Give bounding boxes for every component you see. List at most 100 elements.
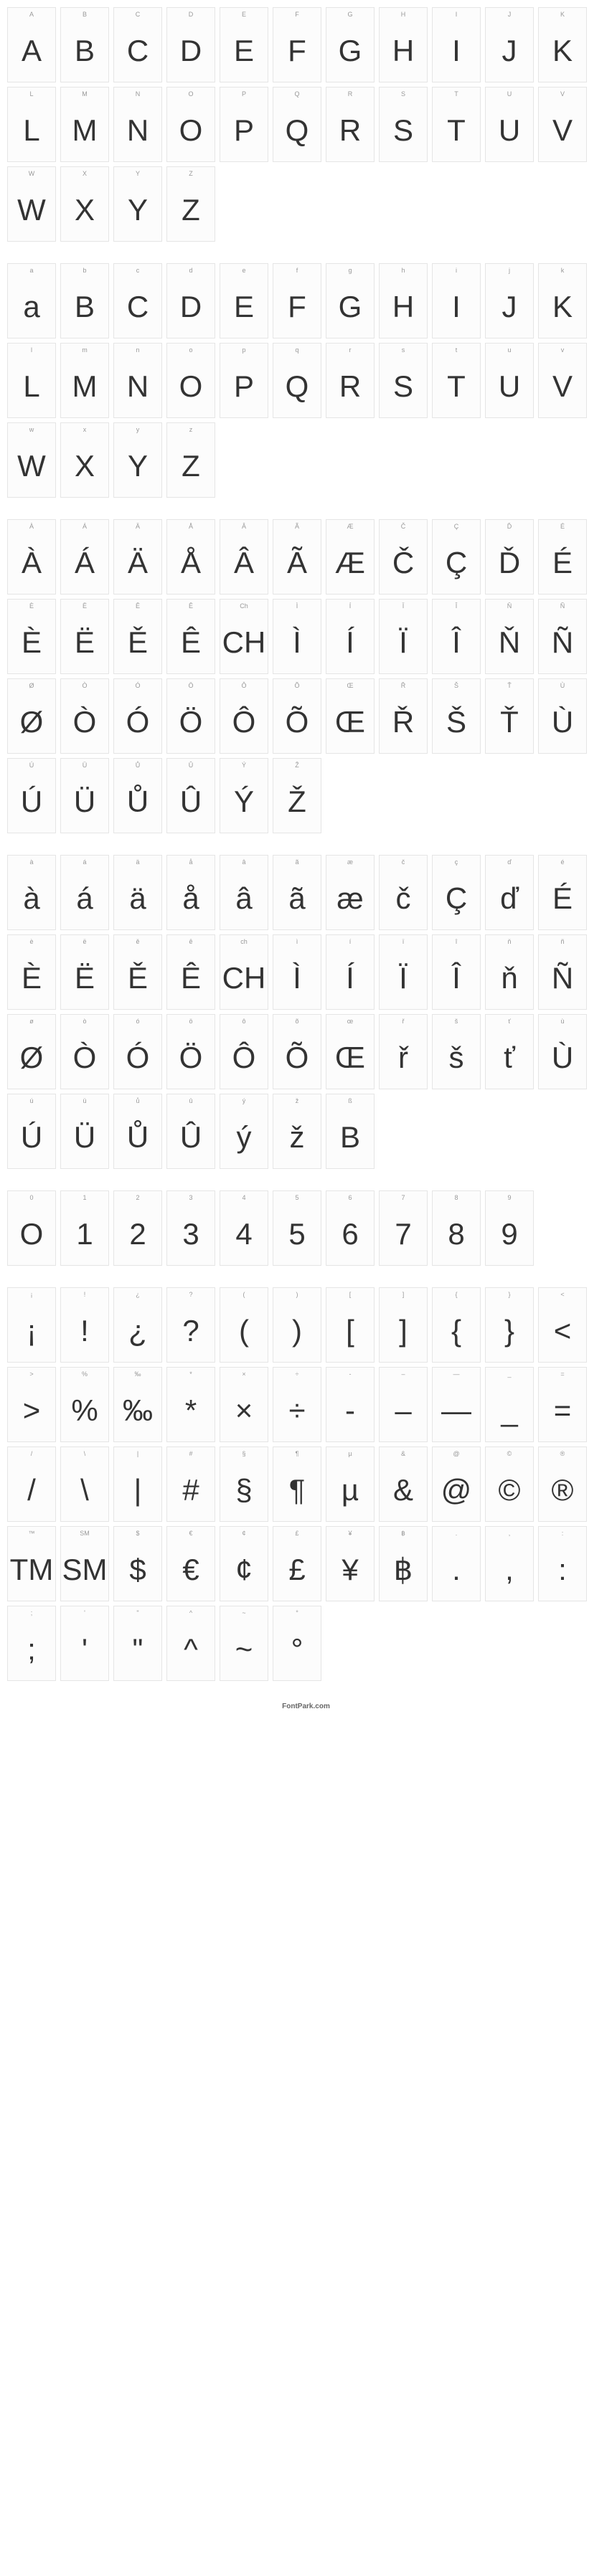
glyph-label: = [539,1368,586,1379]
glyph-label: a [8,264,55,275]
glyph-character: ฿ [380,1538,427,1601]
glyph-character: Ë [61,611,108,673]
glyph-label: _ [486,1368,533,1379]
glyph-cell: << [538,1287,587,1363]
glyph-cell: VV [538,87,587,162]
glyph-character: } [486,1299,533,1362]
glyph-label: P [220,87,268,99]
glyph-cell: jJ [485,263,534,338]
glyph-label: p [220,344,268,355]
glyph-character: - [326,1379,374,1441]
glyph-cell: == [538,1367,587,1442]
glyph-label: h [380,264,427,275]
glyph-label: ) [273,1288,321,1299]
glyph-character: à [8,867,55,929]
glyph-character: Ï [380,611,427,673]
glyph-cell: ?? [166,1287,215,1363]
glyph-label: SM [61,1527,108,1538]
glyph-label: e [220,264,268,275]
glyph-cell: aa [7,263,56,338]
glyph-label: ~ [220,1606,268,1618]
glyph-label: g [326,264,374,275]
glyph-character: Z [167,435,215,497]
glyph-character: Z [167,179,215,241]
glyph-character: Î [433,947,480,1009]
glyph-character: ¥ [326,1538,374,1601]
glyph-cell: :: [538,1526,587,1601]
glyph-cell: 0O [7,1190,56,1266]
glyph-character: È [8,611,55,673]
glyph-cell: xX [60,422,109,498]
glyph-cell: ChCH [220,599,268,674]
glyph-cell: $$ [113,1526,162,1601]
glyph-label: A [8,8,55,19]
glyph-label: N [114,87,161,99]
glyph-character: Ň [486,611,533,673]
glyph-character: × [220,1379,268,1441]
glyph-character: S [380,355,427,417]
glyph-character: Š [433,691,480,753]
glyph-character: Á [61,531,108,594]
glyph-label: é [539,856,586,867]
glyph-character: Œ [326,691,374,753]
glyph-cell: ßB [326,1094,375,1169]
glyph-character: C [114,19,161,82]
glyph-cell: @@ [432,1446,481,1522]
glyph-label: ™ [8,1527,55,1538]
glyph-cell: ™TM [7,1526,56,1601]
glyph-label: Ý [220,759,268,770]
glyph-cell: qQ [273,343,321,418]
glyph-label: À [8,520,55,531]
glyph-cell: (( [220,1287,268,1363]
glyph-character: E [220,275,268,338]
glyph-label: Õ [273,679,321,691]
glyph-character: O [8,1203,55,1265]
glyph-character: Ô [220,1026,268,1089]
glyph-label: Í [326,600,374,611]
glyph-cell: 88 [432,1190,481,1266]
section-digits: 0O112233445566778899 [7,1190,605,1266]
glyph-label: | [114,1447,161,1459]
glyph-character: P [220,99,268,161]
glyph-character: £ [273,1538,321,1601]
glyph-label: H [380,8,427,19]
glyph-cell: úÚ [7,1094,56,1169]
glyph-character: á [61,867,108,929]
glyph-label: š [433,1015,480,1026]
glyph-label: X [61,167,108,179]
glyph-label: Ì [273,600,321,611]
glyph-character: Č [380,531,427,594]
glyph-cell: ôÔ [220,1014,268,1089]
glyph-cell: eE [220,263,268,338]
glyph-label: } [486,1288,533,1299]
glyph-label: $ [114,1527,161,1538]
glyph-label: M [61,87,108,99]
glyph-label: á [61,856,108,867]
glyph-cell: CC [113,7,162,82]
glyph-character: O [167,355,215,417]
glyph-label: ® [539,1447,586,1459]
glyph-cell: ¢¢ [220,1526,268,1601]
glyph-character: I [433,275,480,338]
glyph-label: č [380,856,427,867]
glyph-cell: nN [113,343,162,418]
glyph-cell: àà [7,855,56,930]
glyph-character: / [8,1459,55,1521]
glyph-character: A [8,19,55,82]
glyph-character: Ç [433,531,480,594]
glyph-cell: ëË [60,934,109,1010]
glyph-character: < [539,1299,586,1362]
glyph-character: Ý [220,770,268,833]
glyph-cell: '' [60,1606,109,1681]
glyph-cell: )) [273,1287,321,1363]
glyph-character: J [486,275,533,338]
glyph-character: { [433,1299,480,1362]
glyph-character: ä [114,867,161,929]
glyph-character: B [326,1106,374,1168]
glyph-cell: >> [7,1367,56,1442]
glyph-character: € [167,1538,215,1601]
glyph-cell: yY [113,422,162,498]
glyph-cell: €€ [166,1526,215,1601]
glyph-label: ů [114,1094,161,1106]
glyph-label: V [539,87,586,99]
